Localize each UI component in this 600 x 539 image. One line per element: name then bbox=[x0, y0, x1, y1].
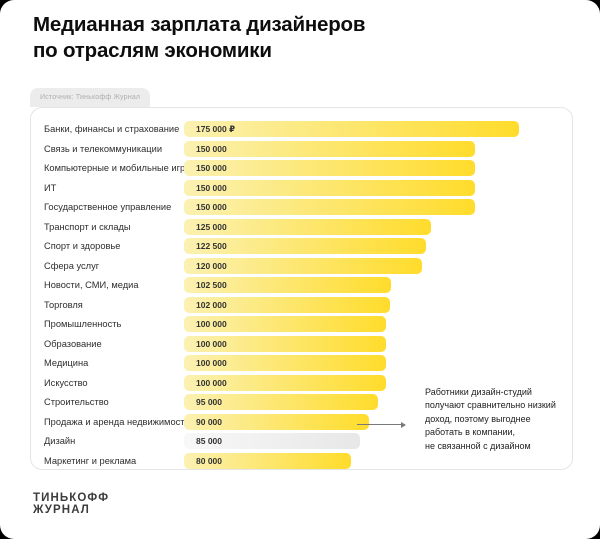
bar: 90 000 bbox=[184, 413, 369, 430]
bar-value-label: 175 000 ₽ bbox=[196, 123, 236, 134]
bar: 120 000 bbox=[184, 257, 422, 274]
bar: 95 000 bbox=[184, 394, 378, 410]
bar-value-label: 90 000 bbox=[196, 416, 222, 427]
bar-value-label: 150 000 bbox=[196, 202, 227, 212]
bar-value-label: 125 000 bbox=[196, 221, 227, 232]
bar-value-label: 102 000 bbox=[196, 299, 227, 310]
table-row: Спорт и здоровье 122 500 bbox=[44, 238, 572, 254]
bar: 150 000 bbox=[184, 179, 475, 196]
bar-value-label: 102 500 bbox=[196, 280, 227, 290]
category-label: Искусство bbox=[44, 377, 88, 388]
bar-value-label: 100 000 bbox=[196, 319, 227, 329]
bar-value-label: 150 000 bbox=[196, 143, 227, 154]
category-label: Промышленность bbox=[44, 319, 122, 329]
category-label: Спорт и здоровье bbox=[44, 241, 121, 251]
category-label: Банки, финансы и страхование bbox=[44, 124, 180, 134]
bar: 100 000 bbox=[184, 316, 387, 332]
bar: 150 000 bbox=[184, 199, 475, 215]
bar: 80 000 bbox=[184, 452, 352, 469]
table-row: ИТ 150 000 bbox=[44, 179, 572, 196]
bar-highlighted: 85 000 bbox=[184, 433, 360, 449]
bar-value-label: 122 500 bbox=[196, 241, 227, 251]
bar: 150 000 bbox=[184, 140, 475, 157]
bar-value-label: 95 000 bbox=[196, 397, 222, 407]
category-label: Транспорт и склады bbox=[44, 221, 131, 232]
table-row: Торговля 102 000 bbox=[44, 296, 572, 313]
category-label: Образование bbox=[44, 338, 102, 349]
category-label: Маркетинг и реклама bbox=[44, 455, 137, 466]
table-row: Компьютерные и мобильные игры 150 000 bbox=[44, 160, 572, 176]
category-label: Дизайн bbox=[44, 436, 76, 446]
table-row: Сфера услуг 120 000 bbox=[44, 257, 572, 274]
page-title: Медианная зарплата дизайнеров по отрасля… bbox=[33, 13, 366, 62]
bar: 100 000 bbox=[184, 335, 387, 352]
table-row: Государственное управление 150 000 bbox=[44, 199, 572, 215]
bar-value-label: 100 000 bbox=[196, 358, 227, 368]
table-row: Связь и телекоммуникации 150 000 bbox=[44, 140, 572, 157]
bar-value-label: 100 000 bbox=[196, 338, 227, 349]
bar: 122 500 bbox=[184, 238, 427, 254]
table-row: Искусство 100 000 bbox=[44, 374, 572, 391]
table-row: Медицина 100 000 bbox=[44, 355, 572, 371]
annotation-arrow-head bbox=[401, 421, 406, 428]
bar-value-label: 150 000 bbox=[196, 163, 227, 173]
bar: 102 500 bbox=[184, 277, 391, 293]
table-row: Дизайн 85 000 bbox=[44, 433, 572, 449]
category-label: Государственное управление bbox=[44, 202, 172, 212]
category-label: Компьютерные и мобильные игры bbox=[44, 163, 184, 173]
tinkoff-journal-logo: ТИНЬКОФФ ЖУРНАЛ bbox=[33, 492, 110, 516]
category-label: Сфера услуг bbox=[44, 260, 100, 271]
bar-value-label: 80 000 bbox=[196, 455, 222, 466]
category-label: Продажа и аренда недвижимости bbox=[44, 416, 184, 427]
source-tag-label: Источник: Тинькофф Журнал bbox=[40, 94, 141, 101]
table-row: Продажа и аренда недвижимости 90 000 bbox=[44, 413, 572, 430]
category-label: Торговля bbox=[44, 299, 83, 310]
bar-value-label: 120 000 bbox=[196, 260, 227, 271]
bar-rows: Банки, финансы и страхование 175 000 ₽ Свя… bbox=[44, 121, 572, 469]
bar: 175 000 ₽ bbox=[184, 121, 519, 137]
table-row: Новости, СМИ, медиа 102 500 bbox=[44, 277, 572, 293]
bar-value-label: 100 000 bbox=[196, 377, 227, 388]
bar-value-label: 85 000 bbox=[196, 436, 222, 446]
table-row: Промышленность 100 000 bbox=[44, 316, 572, 332]
table-row: Транспорт и склады 125 000 bbox=[44, 218, 572, 235]
bar: 100 000 bbox=[184, 374, 387, 391]
category-label: Новости, СМИ, медиа bbox=[44, 280, 139, 290]
category-label: ИТ bbox=[44, 182, 57, 193]
annotation-text: Работники дизайн-студий получают сравнит… bbox=[425, 387, 556, 451]
annotation-arrow bbox=[357, 424, 401, 425]
bar: 102 000 bbox=[184, 296, 390, 313]
bar-value-label: 150 000 bbox=[196, 182, 227, 193]
bar: 125 000 bbox=[184, 218, 431, 235]
table-row: Образование 100 000 bbox=[44, 335, 572, 352]
table-row: Банки, финансы и страхование 175 000 ₽ bbox=[44, 121, 572, 137]
category-label: Строительство bbox=[44, 397, 109, 407]
category-label: Медицина bbox=[44, 358, 89, 368]
table-row: Строительство 95 000 bbox=[44, 394, 572, 410]
category-label: Связь и телекоммуникации bbox=[44, 143, 163, 154]
bar: 150 000 bbox=[184, 160, 475, 176]
source-tag: Источник: Тинькофф Журнал bbox=[30, 88, 151, 107]
chart-card: Банки, финансы и страхование 175 000 ₽ Свя… bbox=[30, 107, 573, 470]
bar: 100 000 bbox=[184, 355, 387, 371]
table-row: Маркетинг и реклама 80 000 bbox=[44, 452, 572, 469]
